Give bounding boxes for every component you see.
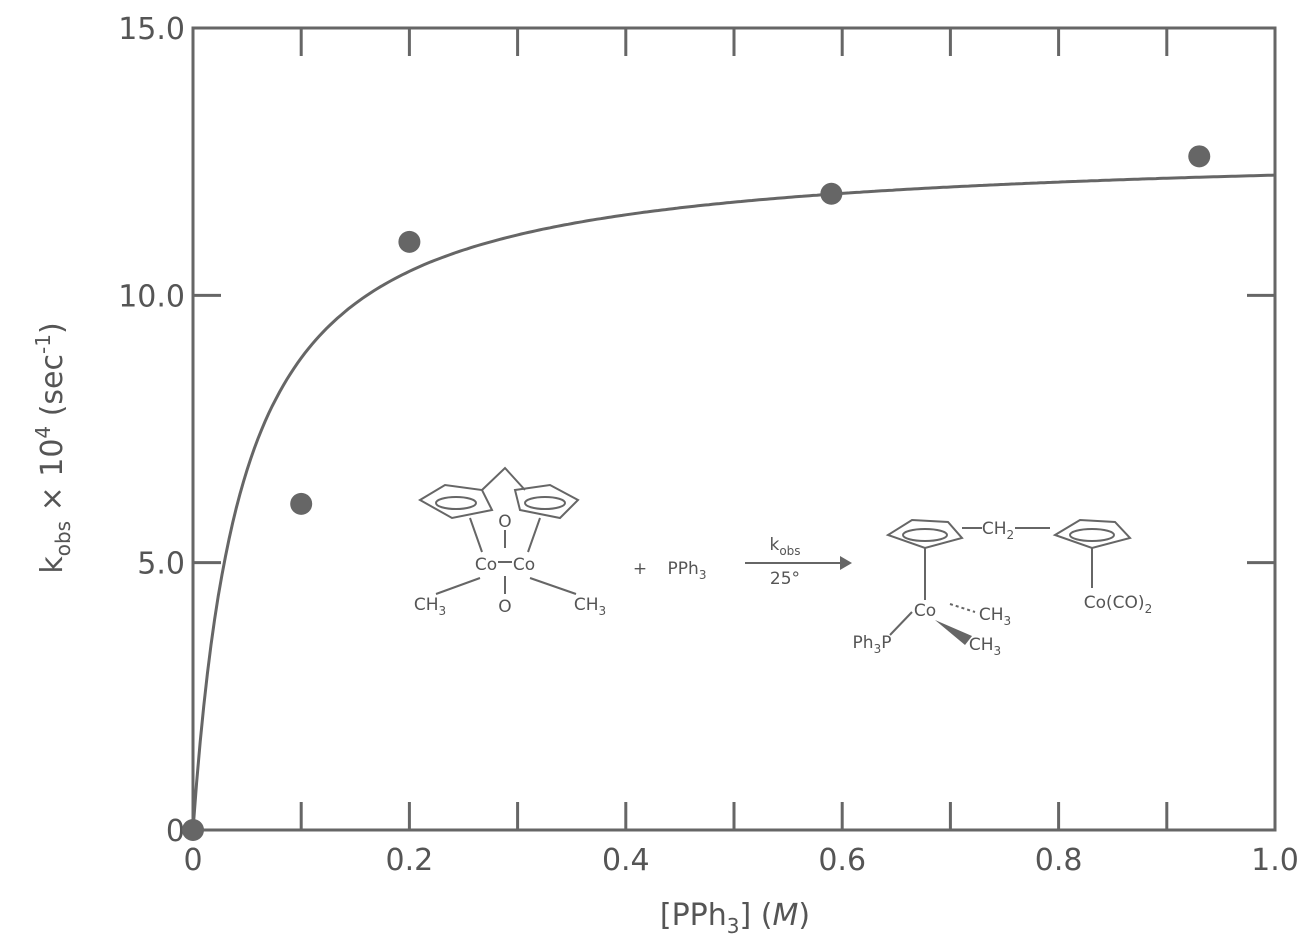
cp-ring-product-right — [1052, 518, 1132, 550]
y-axis-ticks — [193, 293, 1275, 565]
x-tick-label: 0 — [183, 843, 202, 878]
arrow-bottom-label: 25° — [770, 569, 800, 589]
ch2-bridge — [481, 466, 526, 491]
plot-frame — [191, 26, 1277, 832]
product-structure — [885, 518, 1132, 645]
cobalt-product-label: Co — [914, 601, 936, 621]
y-tick-label: 15.0 — [118, 12, 185, 47]
data-point — [398, 230, 421, 253]
methyl-right-label: CH3 — [574, 595, 606, 618]
triphenylphosphine-label: Ph3P — [853, 633, 892, 656]
x-tick-label: 0.8 — [1035, 843, 1083, 878]
x-tick-label: 1.0 — [1251, 843, 1299, 878]
methyl-product-2: CH3 — [969, 635, 1001, 658]
y-axis-tick-labels: 0 5.0 10.0 15.0 — [118, 12, 185, 849]
x-axis-title: [PPh3] (M) — [660, 898, 810, 938]
x-tick-label: 0.2 — [386, 843, 434, 878]
y-tick-label: 10.0 — [118, 279, 185, 314]
cobalt-right-label: Co — [513, 555, 535, 575]
x-axis-tick-labels: 0 0.2 0.4 0.6 0.8 1.0 — [183, 843, 1298, 878]
data-point — [1188, 145, 1211, 168]
data-point — [820, 182, 843, 205]
cp-ring-right — [513, 483, 580, 520]
data-point — [290, 492, 313, 515]
plus-sign: + — [633, 559, 647, 579]
cobalt-dicarbonyl-label: Co(CO)2 — [1084, 593, 1152, 616]
cp-ring-left-inner — [435, 496, 477, 510]
methyl-left-label: CH3 — [414, 595, 446, 618]
reactant-structure — [418, 466, 580, 595]
reaction-scheme: O Co Co O CH3 CH3 + PPh3 kobs 25° — [414, 466, 1152, 658]
reaction-arrow-head — [840, 556, 852, 570]
methyl-product-1: CH3 — [979, 605, 1011, 628]
x-tick-label: 0.4 — [602, 843, 650, 878]
y-tick-label: 0 — [166, 814, 185, 849]
y-tick-label: 5.0 — [137, 547, 185, 582]
x-axis-ticks — [299, 28, 1169, 830]
data-point — [182, 819, 204, 841]
ch2-label: CH2 — [982, 519, 1014, 542]
cp-ring-left — [418, 483, 494, 520]
y-axis-title: kobs × 104 (sec-1) — [31, 322, 75, 573]
data-points — [182, 145, 1211, 841]
cp-ring-product-left — [885, 518, 964, 550]
carbonyl-bottom-label: O — [498, 597, 511, 617]
x-tick-label: 0.6 — [818, 843, 866, 878]
cobalt-left-label: Co — [475, 555, 497, 575]
fit-curve — [191, 173, 1276, 831]
cp-ring-right-inner — [524, 496, 566, 510]
arrow-top-label: kobs — [769, 535, 800, 558]
reagent-label: PPh3 — [668, 559, 707, 582]
carbonyl-top-label: O — [498, 512, 511, 532]
